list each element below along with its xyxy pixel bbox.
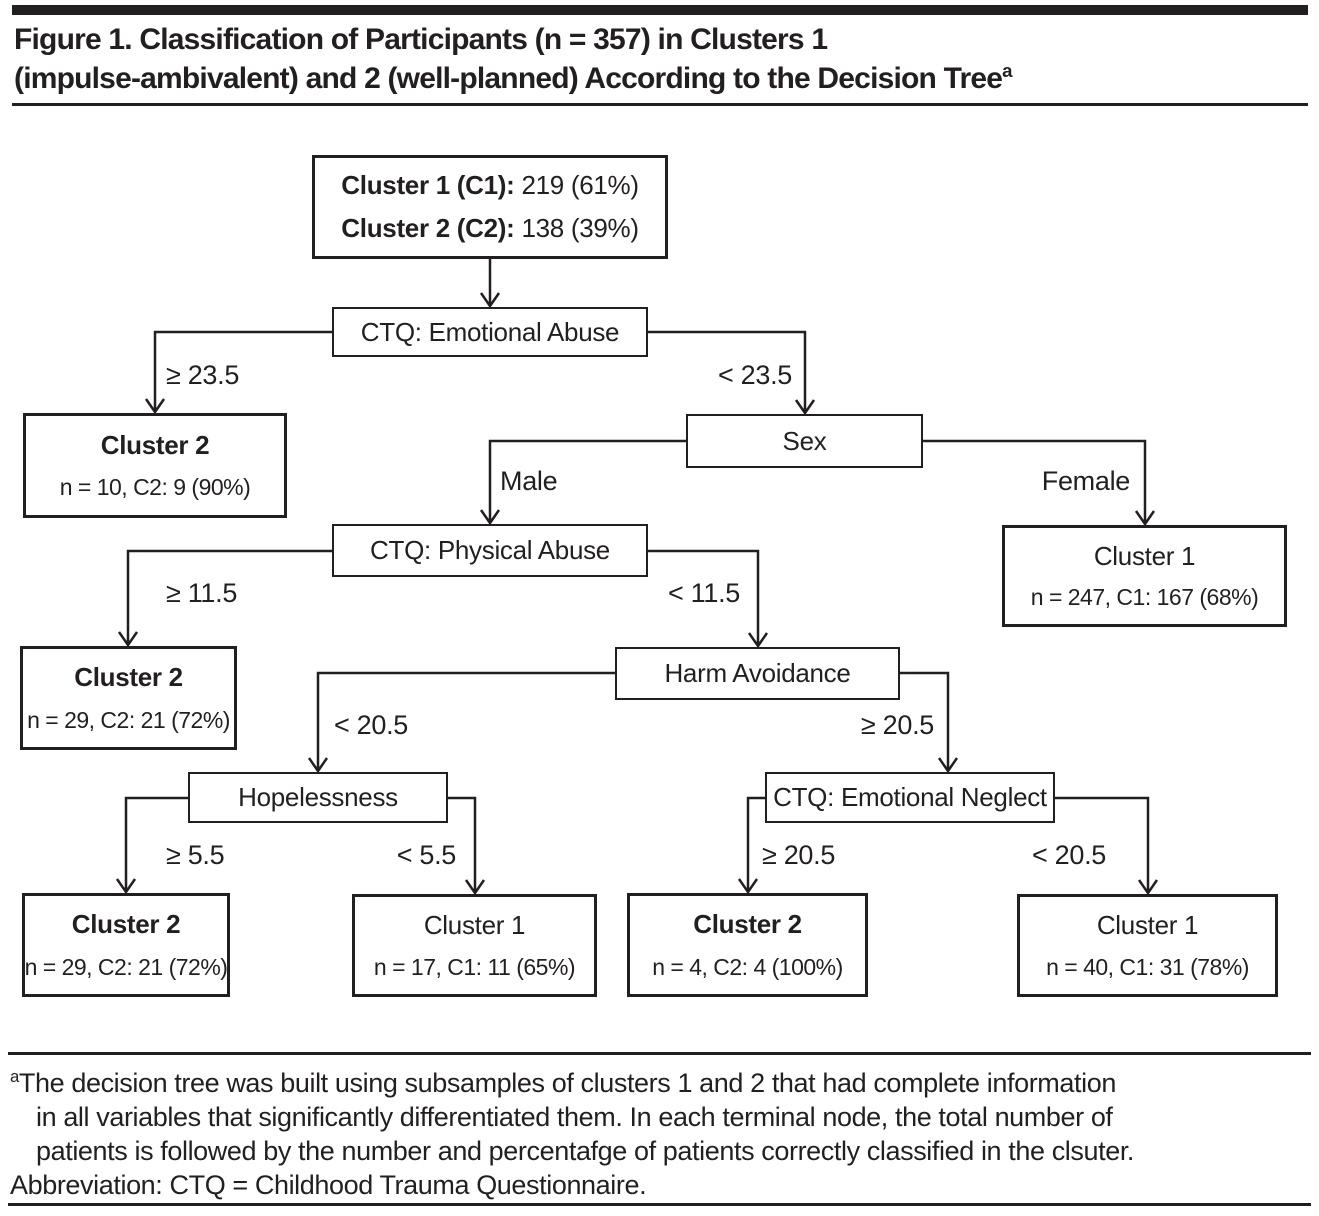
node-sex: Sex bbox=[686, 414, 923, 468]
branch-label-emotional-neglect-ge: ≥ 20.5 bbox=[762, 840, 836, 870]
branch-label-male: Male bbox=[500, 466, 558, 496]
branch-label-hopelessness-lt: < 5.5 bbox=[396, 840, 457, 870]
branch-label-emotional-neglect-lt: < 20.5 bbox=[1031, 840, 1106, 870]
connector-physical-abuse-to-cluster2-n29 bbox=[117, 549, 332, 648]
connector-sex-to-cluster1-n247 bbox=[923, 439, 1156, 527]
node-hopelessness: Hopelessness bbox=[188, 772, 448, 823]
title-divider bbox=[12, 103, 1308, 106]
branch-label-emotional-abuse-ge: ≥ 23.5 bbox=[166, 360, 240, 390]
branch-label-emotional-abuse-lt: < 23.5 bbox=[717, 360, 792, 390]
footnote-line2: in all variables that significantly diff… bbox=[36, 1102, 1113, 1132]
root-node-cluster-totals: Cluster 1 (C1): 219 (61%) Cluster 2 (C2)… bbox=[312, 155, 668, 259]
node-ctq-physical-abuse: CTQ: Physical Abuse bbox=[332, 524, 648, 577]
branch-label-hopelessness-ge: ≥ 5.5 bbox=[166, 840, 225, 870]
connector-harm-avoidance-to-emotional-neglect bbox=[900, 671, 959, 774]
connector-emotional-neglect-to-cluster1-n40 bbox=[1055, 796, 1159, 896]
terminal-cluster2-n4: Cluster 2 n = 4, C2: 4 (100%) bbox=[627, 893, 868, 997]
footnote-line3: patients is followed by the number and p… bbox=[36, 1136, 1135, 1166]
root-cluster2-total: Cluster 2 (C2): 138 (39%) bbox=[341, 213, 639, 243]
footnote-marker: a bbox=[10, 1067, 19, 1086]
connector-hopelessness-to-cluster1-n17 bbox=[448, 796, 486, 896]
connector-harm-avoidance-to-hopelessness bbox=[307, 671, 615, 774]
footnote-divider bbox=[8, 1052, 1311, 1055]
top-bar bbox=[12, 5, 1308, 15]
root-cluster1-total: Cluster 1 (C1): 219 (61%) bbox=[341, 170, 639, 200]
connector-emotional-abuse-to-cluster2-n10 bbox=[144, 330, 332, 415]
terminal-cluster1-n17: Cluster 1 n = 17, C1: 11 (65%) bbox=[352, 894, 597, 997]
branch-label-harm-avoidance-ge: ≥ 20.5 bbox=[860, 710, 934, 740]
footnote-line1: aThe decision tree was built using subsa… bbox=[10, 1067, 1116, 1098]
node-harm-avoidance: Harm Avoidance bbox=[615, 647, 900, 700]
figure-title-line1: Figure 1. Classification of Participants… bbox=[14, 23, 828, 56]
branch-label-female: Female bbox=[1041, 466, 1131, 496]
figure-title: Figure 1. Classification of Participants… bbox=[14, 20, 1304, 98]
node-ctq-emotional-neglect: CTQ: Emotional Neglect bbox=[765, 772, 1055, 823]
branch-label-physical-abuse-ge: ≥ 11.5 bbox=[166, 578, 238, 608]
connector-hopelessness-to-cluster2-n29 bbox=[115, 796, 188, 895]
connector-physical-abuse-to-harm-avoidance bbox=[648, 549, 769, 649]
branch-label-harm-avoidance-lt: < 20.5 bbox=[334, 710, 409, 740]
connector-emotional-abuse-to-sex bbox=[648, 330, 816, 416]
footnote: aThe decision tree was built using subsa… bbox=[10, 1066, 1310, 1202]
footnote-abbreviation: Abbreviation: CTQ = Childhood Trauma Que… bbox=[10, 1170, 647, 1200]
title-footnote-marker: a bbox=[1002, 60, 1012, 81]
terminal-cluster2-n10: Cluster 2 n = 10, C2: 9 (90%) bbox=[23, 413, 287, 518]
connector-sex-to-physical-abuse bbox=[479, 439, 686, 526]
connector-emotional-neglect-to-cluster2-n4 bbox=[737, 796, 765, 895]
terminal-cluster1-n247: Cluster 1 n = 247, C1: 167 (68%) bbox=[1002, 525, 1287, 627]
terminal-cluster2-n29-hopelessness: Cluster 2 n = 29, C2: 21 (72%) bbox=[22, 893, 230, 997]
terminal-cluster2-n29-physical: Cluster 2 n = 29, C2: 21 (72%) bbox=[20, 646, 237, 750]
figure-title-line2: (impulse-ambivalent) and 2 (well-planned… bbox=[14, 60, 1012, 95]
bottom-rule bbox=[8, 1203, 1311, 1206]
node-ctq-emotional-abuse: CTQ: Emotional Abuse bbox=[332, 307, 648, 357]
terminal-cluster1-n40: Cluster 1 n = 40, C1: 31 (78%) bbox=[1017, 894, 1278, 997]
branch-label-physical-abuse-lt: < 11.5 bbox=[667, 578, 740, 608]
connector-root-to-emotional-abuse bbox=[479, 259, 501, 309]
